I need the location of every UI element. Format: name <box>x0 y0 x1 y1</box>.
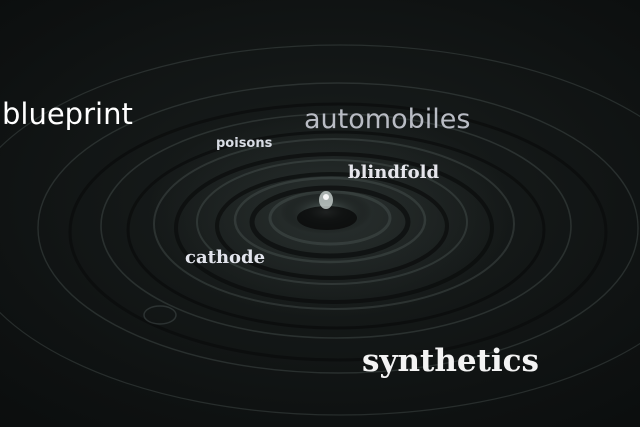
word-cathode: cathode <box>185 247 266 268</box>
word-synthetics: synthetics <box>362 343 540 379</box>
word-blueprint: blueprint <box>2 97 133 131</box>
word-poisons: poisons <box>216 136 273 151</box>
word-automobiles: automobiles <box>304 104 471 135</box>
word-blindfold: blindfold <box>348 162 440 183</box>
